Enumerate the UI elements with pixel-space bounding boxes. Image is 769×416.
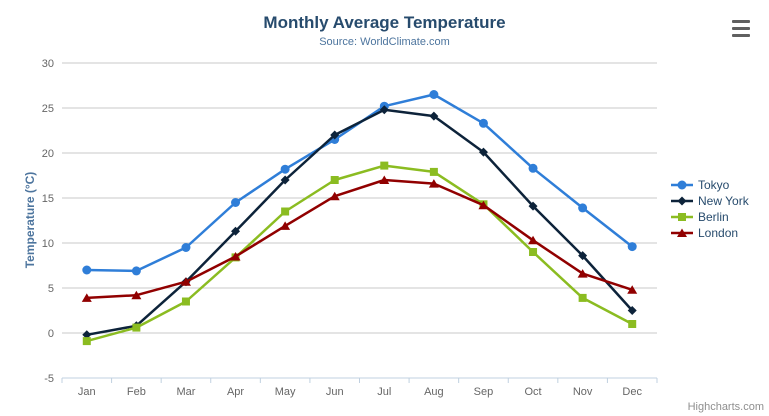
series-marker-london <box>379 175 390 184</box>
series-line-berlin[interactable] <box>85 164 634 343</box>
series-marker-berlin <box>330 176 339 184</box>
series-line-new-york[interactable] <box>85 108 634 337</box>
legend-label: Tokyo <box>698 178 730 192</box>
series-marker-london <box>180 277 191 286</box>
highcharts-credit-link[interactable]: Highcharts.com <box>687 401 764 413</box>
y-axis-tick-label: -5 <box>44 373 54 385</box>
x-axis-tick-label: Feb <box>127 386 146 398</box>
series-marker-berlin <box>380 161 389 170</box>
series-marker-tokyo <box>627 242 637 252</box>
series-marker-tokyo <box>578 203 588 213</box>
series-marker-tokyo <box>181 243 191 252</box>
series-marker-berlin <box>82 337 91 346</box>
series-marker-tokyo <box>478 118 488 128</box>
series-marker-berlin <box>281 207 290 216</box>
series-marker-berlin <box>529 248 538 256</box>
series-marker-new-york <box>280 175 290 185</box>
x-axis-tick-label: Nov <box>573 386 593 398</box>
series-marker-london <box>627 285 638 294</box>
legend-item-new-york[interactable]: New York <box>671 193 749 209</box>
x-axis-tick-label: Dec <box>622 386 642 398</box>
series-marker-tokyo <box>82 265 92 275</box>
menu-bar <box>732 27 750 30</box>
series-line-london[interactable] <box>85 178 634 300</box>
legend-marker-icon <box>671 213 693 221</box>
x-axis-tick-label: Sep <box>474 386 494 398</box>
series-marker-london <box>577 269 588 278</box>
chart-subtitle: Source: WorldClimate.com <box>319 36 450 48</box>
series-marker-tokyo <box>231 198 241 207</box>
series-marker-new-york <box>231 226 241 236</box>
menu-bar <box>732 20 750 23</box>
y-axis-tick-label: 25 <box>42 103 54 115</box>
x-axis-tick-label: Jan <box>78 386 96 398</box>
y-axis-tick-label: 10 <box>42 238 54 250</box>
legend-marker-icon <box>671 180 693 190</box>
series-marker-berlin <box>628 320 637 328</box>
chart-title: Monthly Average Temperature <box>263 13 506 32</box>
series-marker-berlin <box>429 167 438 176</box>
y-axis-tick-label: 20 <box>42 148 54 160</box>
hamburger-menu-icon[interactable] <box>732 20 752 37</box>
legend-label: Berlin <box>698 210 729 224</box>
legend-marker-icon <box>671 196 693 206</box>
y-axis-tick-label: 5 <box>48 283 54 295</box>
series-marker-london <box>131 290 142 300</box>
series-marker-london <box>329 191 340 201</box>
x-axis-tick-label: Oct <box>524 386 541 398</box>
series-marker-new-york <box>478 147 488 157</box>
series-marker-berlin <box>578 293 587 302</box>
y-axis-tick-label: 0 <box>48 328 54 340</box>
x-axis-tick-label: Jun <box>326 386 344 398</box>
series-marker-new-york <box>528 201 538 211</box>
legend-item-tokyo[interactable]: Tokyo <box>671 177 749 193</box>
series-marker-london <box>528 235 539 245</box>
series-marker-new-york <box>429 111 439 121</box>
legend-label: New York <box>698 194 749 208</box>
legend-item-london[interactable]: London <box>671 225 749 241</box>
x-axis-tick-label: Aug <box>424 386 444 398</box>
legend-marker-icon <box>671 228 693 237</box>
series-marker-tokyo <box>429 90 439 99</box>
series-marker-london <box>478 200 489 210</box>
series-marker-berlin <box>181 297 190 306</box>
legend: Tokyo New York Berlin London <box>671 177 749 241</box>
series-marker-berlin <box>132 323 141 332</box>
series-marker-new-york <box>627 306 637 315</box>
series-marker-london <box>280 221 291 230</box>
series-marker-london <box>230 252 241 261</box>
y-axis-tick-label: 15 <box>42 193 54 205</box>
x-axis-tick-label: Apr <box>227 386 244 398</box>
series-line-tokyo[interactable] <box>85 93 634 273</box>
y-axis-tick-label: 30 <box>42 58 54 70</box>
series-marker-london <box>81 293 92 302</box>
series-marker-london <box>428 179 439 188</box>
series-marker-tokyo <box>131 266 141 276</box>
series-marker-tokyo <box>280 164 290 174</box>
legend-item-berlin[interactable]: Berlin <box>671 209 749 225</box>
series-marker-new-york <box>578 251 588 261</box>
series-marker-new-york <box>330 130 340 140</box>
x-axis-tick-label: Jul <box>377 386 391 398</box>
series-marker-new-york <box>82 330 92 340</box>
x-axis-tick-label: Mar <box>176 386 195 398</box>
series-marker-tokyo <box>528 163 538 173</box>
series-marker-new-york <box>379 105 389 115</box>
menu-bar <box>732 34 750 37</box>
x-axis-tick-label: May <box>275 386 296 398</box>
legend-label: London <box>698 226 739 240</box>
